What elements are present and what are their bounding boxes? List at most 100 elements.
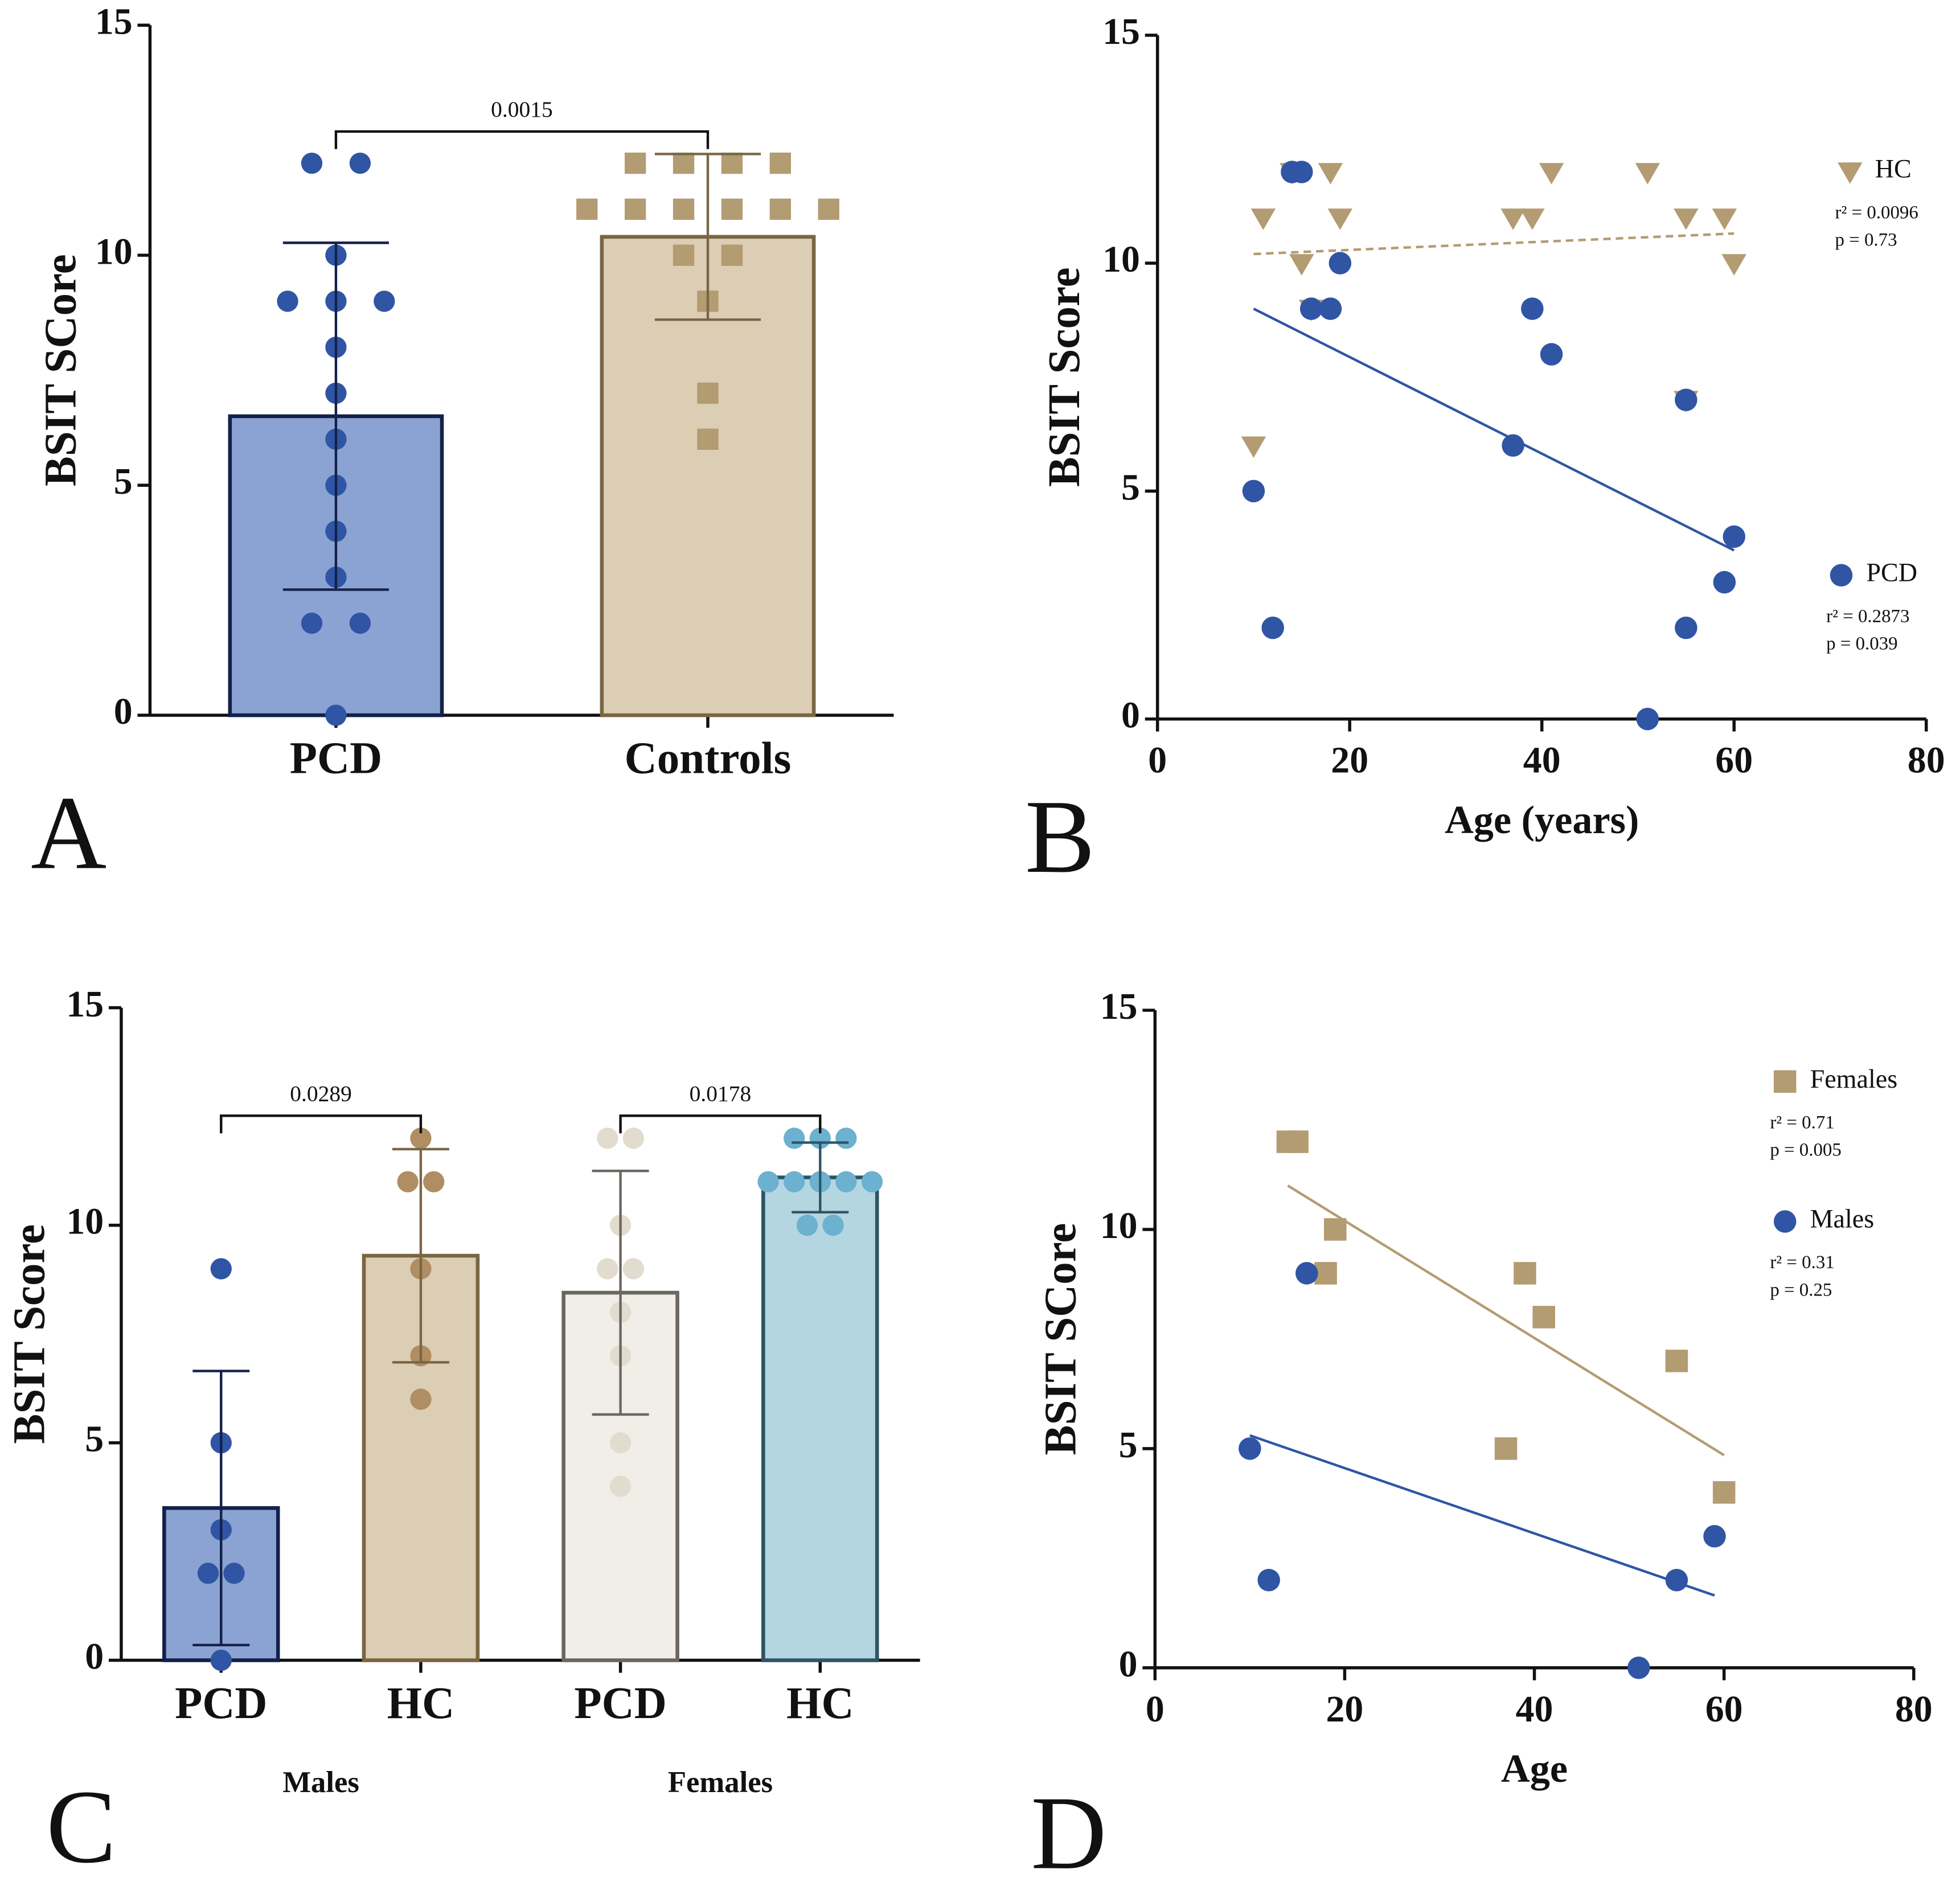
data-point — [673, 198, 695, 220]
panel-letter: B — [1025, 778, 1095, 895]
p-value: p = 0.73 — [1835, 230, 1897, 251]
y-tick-label: 5 — [1119, 1424, 1138, 1466]
data-point — [757, 1171, 779, 1192]
data-point — [1324, 1218, 1347, 1241]
y-tick-label: 5 — [85, 1419, 104, 1460]
data-point — [1665, 1569, 1688, 1592]
legend-label: Females — [1810, 1064, 1898, 1093]
data-point — [1703, 1525, 1726, 1548]
y-axis-label: BSIT SCore — [1036, 1223, 1085, 1456]
data-point — [576, 198, 598, 220]
x-tick-label: PCD — [290, 734, 382, 784]
x-tick-label: 20 — [1326, 1688, 1364, 1730]
data-point — [1674, 208, 1699, 230]
data-point — [1319, 297, 1342, 320]
data-point — [1520, 208, 1545, 230]
y-axis-label: BSIT Score — [5, 1224, 54, 1444]
data-point — [861, 1171, 883, 1192]
x-tick-label: HC — [786, 1679, 854, 1728]
panel-letter: A — [31, 774, 106, 891]
data-point — [721, 152, 743, 174]
data-point — [1261, 616, 1284, 640]
data-point — [597, 1258, 618, 1280]
data-point — [223, 1563, 245, 1584]
significance-bracket — [334, 130, 710, 149]
x-axis-label: Age — [1501, 1747, 1568, 1791]
data-point — [835, 1128, 857, 1149]
y-axis-label: BSIT Score — [1040, 267, 1089, 487]
data-point — [1241, 436, 1266, 458]
group-label: Females — [668, 1766, 773, 1799]
y-tick-label: 0 — [1119, 1643, 1138, 1685]
y-tick-label: 5 — [114, 461, 133, 502]
data-point — [1318, 163, 1343, 185]
y-tick-label: 0 — [114, 691, 133, 732]
legend-marker — [1773, 1210, 1797, 1233]
p-value: p = 0.25 — [1770, 1280, 1832, 1301]
x-tick-label: Controls — [625, 734, 792, 784]
p-value: p = 0.039 — [1826, 634, 1898, 654]
data-point — [1257, 1569, 1280, 1592]
data-point — [1250, 208, 1276, 230]
legend-label: PCD — [1866, 558, 1917, 587]
data-point — [697, 428, 719, 450]
trend-line — [1287, 1184, 1725, 1457]
data-point — [784, 1128, 805, 1149]
data-point — [1514, 1262, 1536, 1285]
data-point — [1665, 1350, 1688, 1372]
data-point — [197, 1563, 219, 1584]
y-tick-label: 10 — [95, 231, 133, 272]
data-point — [1239, 1437, 1261, 1460]
y-tick-label: 5 — [1121, 466, 1140, 508]
y-tick-label: 10 — [1102, 239, 1140, 280]
data-point — [769, 152, 792, 174]
data-point — [1328, 252, 1352, 274]
data-point — [1539, 163, 1564, 185]
y-tick-label: 0 — [85, 1636, 104, 1678]
data-point — [1521, 297, 1544, 320]
data-point — [1675, 616, 1697, 640]
data-point — [721, 198, 743, 220]
data-point — [673, 152, 695, 174]
data-point — [625, 152, 646, 174]
trend-line — [1249, 1434, 1715, 1597]
data-point — [1500, 208, 1526, 230]
data-point — [1242, 479, 1265, 503]
x-tick-label: PCD — [574, 1679, 666, 1728]
trend-line — [1253, 308, 1735, 552]
group-label: Males — [282, 1766, 359, 1799]
legend-marker — [1830, 564, 1853, 587]
data-point — [697, 382, 719, 404]
data-point — [1327, 208, 1353, 230]
data-point — [1290, 161, 1313, 183]
data-point — [835, 1171, 857, 1192]
data-point — [1314, 1262, 1337, 1285]
data-point — [410, 1128, 432, 1149]
r-squared: r² = 0.0096 — [1835, 202, 1918, 223]
data-point — [796, 1214, 818, 1236]
data-point — [597, 1128, 618, 1149]
data-point — [1299, 297, 1323, 320]
data-point — [818, 198, 839, 220]
data-point — [1675, 388, 1697, 411]
x-tick-label: 0 — [1148, 740, 1167, 781]
data-point — [1286, 1130, 1309, 1153]
legend-marker — [1838, 162, 1863, 184]
panel-letter: D — [1031, 1775, 1106, 1891]
data-point — [1502, 434, 1524, 457]
data-point — [1289, 254, 1314, 276]
data-point — [1635, 163, 1660, 185]
x-tick-label: 0 — [1146, 1688, 1164, 1730]
x-tick-label: HC — [387, 1679, 455, 1728]
p-value: 0.0015 — [491, 97, 553, 122]
data-point — [1636, 707, 1659, 731]
y-tick-label: 15 — [1102, 11, 1140, 52]
data-point — [301, 152, 323, 174]
bar — [761, 1175, 879, 1662]
data-point — [1494, 1437, 1518, 1460]
data-point — [1723, 525, 1745, 548]
r-squared: r² = 0.71 — [1770, 1112, 1834, 1133]
data-point — [625, 198, 646, 220]
significance-bracket — [220, 1114, 423, 1134]
